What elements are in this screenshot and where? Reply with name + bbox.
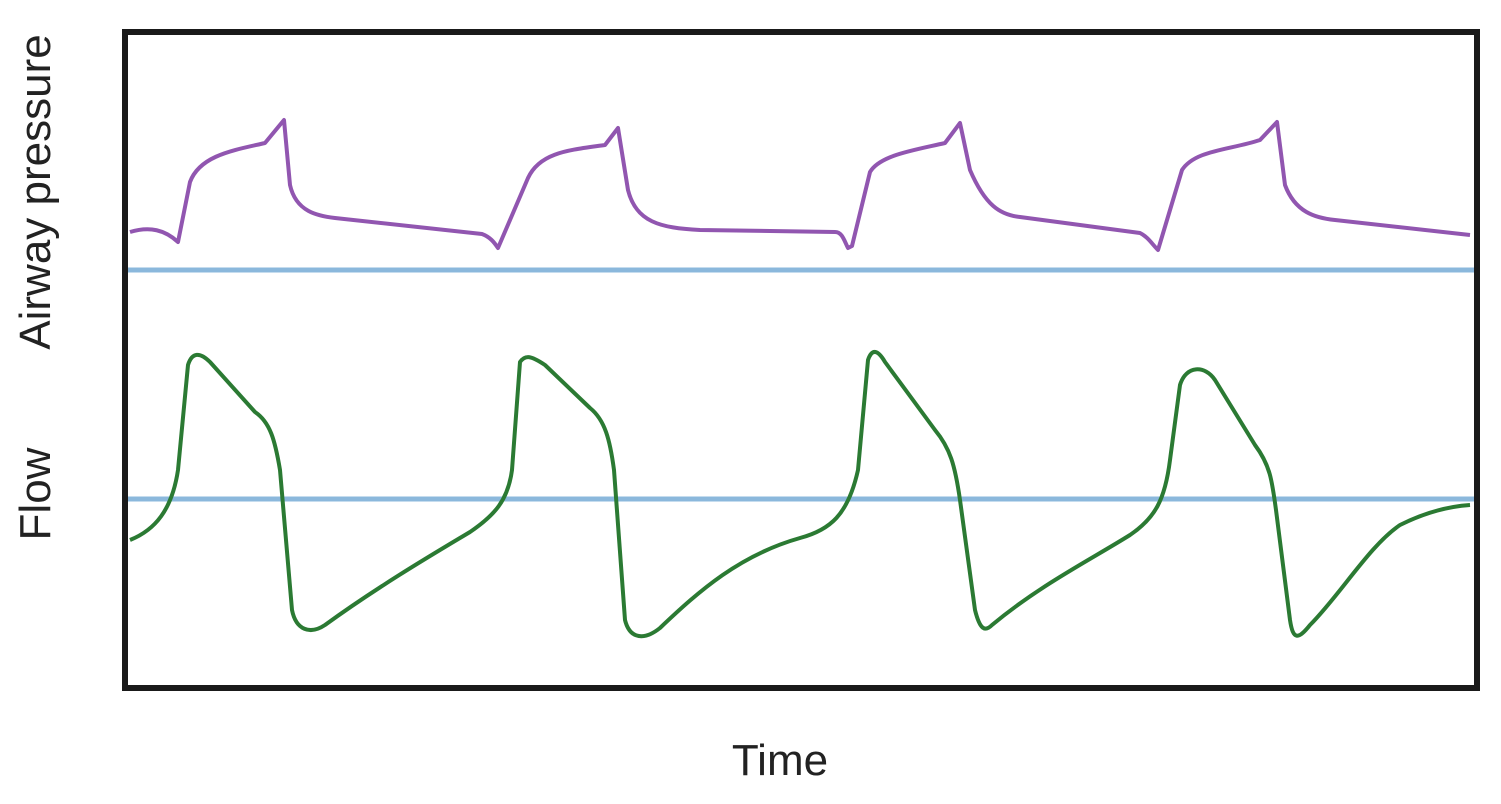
time-axis-label: Time <box>732 736 828 785</box>
plot-frame <box>122 29 1480 691</box>
pressure-waveform <box>129 118 1471 252</box>
pressure-axis-label: Airway pressure <box>11 34 60 349</box>
flow-axis-label: Flow <box>11 447 60 540</box>
flow-waveform <box>129 350 1471 639</box>
